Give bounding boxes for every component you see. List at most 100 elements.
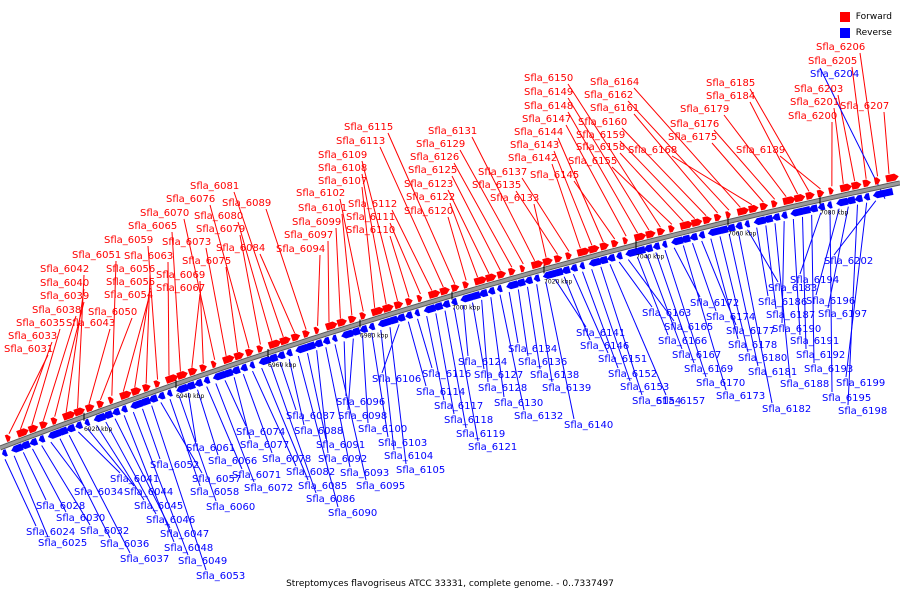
reverse-gene-arrow xyxy=(212,370,227,381)
reverse-gene-label: Sfla_6088 xyxy=(294,426,343,437)
reverse-gene-label: Sfla_6157 xyxy=(656,396,705,407)
reverse-gene-label: Sfla_6100 xyxy=(358,424,407,435)
forward-gene-label: Sfla_6168 xyxy=(628,145,677,156)
forward-gene-arrow xyxy=(427,289,441,299)
forward-gene-arrow xyxy=(233,351,245,361)
reverse-gene-label: Sfla_6130 xyxy=(494,398,543,409)
gene-shape xyxy=(576,247,590,257)
reverse-gene-label: Sfla_6183 xyxy=(768,283,817,294)
gene-shape xyxy=(717,225,729,234)
reverse-gene-label: Sfla_6049 xyxy=(178,556,227,567)
gene-shape xyxy=(799,206,812,215)
reverse-gene-arrow xyxy=(423,304,437,314)
leader-line xyxy=(449,202,479,278)
forward-gene-label: Sfla_6143 xyxy=(510,140,559,151)
gene-shape xyxy=(249,361,256,369)
leader-line xyxy=(723,114,787,197)
gene-shape xyxy=(506,280,519,290)
gene-shape xyxy=(194,378,204,387)
gene-shape xyxy=(607,253,616,262)
forward-gene-arrow xyxy=(324,321,338,331)
gene-shape xyxy=(153,380,161,388)
gene-shape xyxy=(4,434,11,442)
gene-shape xyxy=(203,376,211,384)
gene-shape xyxy=(460,293,474,303)
reverse-gene-label: Sfla_6188 xyxy=(780,379,829,390)
reverse-gene-arrow xyxy=(387,315,399,325)
leader-line xyxy=(471,136,536,262)
gene-shape xyxy=(258,356,272,366)
reverse-gene-arrow xyxy=(762,214,774,223)
gene-shape xyxy=(478,289,489,298)
reverse-gene-arrow xyxy=(515,278,526,287)
reverse-gene-label: Sfla_6105 xyxy=(396,465,445,476)
forward-gene-arrow xyxy=(302,330,310,338)
reverse-gene-arrow xyxy=(487,286,496,295)
gene-shape xyxy=(11,443,24,453)
forward-gene-label: Sfla_6150 xyxy=(524,73,573,84)
leader-line xyxy=(32,448,67,513)
reverse-gene-label: Sfla_6028 xyxy=(36,501,85,512)
gene-shape xyxy=(542,269,557,280)
reverse-gene-label: Sfla_6046 xyxy=(146,515,195,526)
reverse-gene-label: Sfla_6061 xyxy=(186,443,235,454)
forward-gene-arrow xyxy=(84,404,95,413)
forward-gene-arrow xyxy=(313,326,320,335)
reverse-gene-arrow xyxy=(643,244,654,253)
gene-shape xyxy=(130,399,144,410)
forward-gene-label: Sfla_6112 xyxy=(348,199,397,210)
gene-shape xyxy=(625,247,639,257)
reverse-gene-arrow xyxy=(634,245,647,255)
gene-shape xyxy=(119,390,132,400)
gene-shape xyxy=(473,276,488,286)
forward-gene-arrow xyxy=(519,264,526,273)
gene-shape xyxy=(50,417,58,425)
forward-swatch xyxy=(839,12,850,22)
gene-shape xyxy=(393,301,404,310)
leader-line xyxy=(573,180,616,240)
gene-shape xyxy=(322,336,331,345)
reverse-gene-arrow xyxy=(478,289,489,298)
reverse-gene-label: Sfla_6044 xyxy=(124,487,173,498)
tick-label: 7040 kbp xyxy=(636,254,664,261)
reverse-gene-arrow xyxy=(304,341,317,351)
gene-shape xyxy=(442,299,451,308)
forward-gene-label: Sfla_6111 xyxy=(346,212,395,223)
reverse-gene-label: Sfla_6041 xyxy=(110,474,159,485)
gene-shape xyxy=(634,245,647,255)
leader-line xyxy=(749,88,810,192)
leader-line xyxy=(343,341,347,397)
leader-line xyxy=(515,190,558,255)
gene-shape xyxy=(702,216,712,225)
gene-shape xyxy=(304,341,317,351)
forward-gene-label: Sfla_6144 xyxy=(514,127,563,138)
leader-line xyxy=(197,389,219,456)
leader-line xyxy=(536,284,553,383)
leader-line xyxy=(692,242,717,312)
reverse-gene-label: Sfla_6091 xyxy=(316,440,365,451)
reverse-gene-arrow xyxy=(588,257,602,267)
forward-gene-label: Sfla_6110 xyxy=(346,225,395,236)
gene-shape xyxy=(597,255,609,265)
reverse-gene-label: Sfla_6090 xyxy=(328,508,377,519)
forward-gene-arrow xyxy=(450,284,460,293)
reverse-gene-label: Sfla_6098 xyxy=(338,411,387,422)
reverse-gene-arrow xyxy=(93,412,107,423)
forward-gene-arrow xyxy=(565,252,572,260)
gene-shape xyxy=(497,284,503,293)
gene-shape xyxy=(199,364,207,373)
gene-shape xyxy=(93,412,107,423)
gene-shape xyxy=(231,366,241,375)
leader-line xyxy=(261,367,309,481)
reverse-gene-label: Sfla_6196 xyxy=(806,296,855,307)
forward-gene-arrow xyxy=(439,287,450,296)
reverse-gene-label: Sfla_6086 xyxy=(306,494,355,505)
leader-line xyxy=(389,235,410,298)
forward-gene-arrow xyxy=(130,387,142,396)
gene-shape xyxy=(313,339,324,348)
gene-shape xyxy=(57,426,69,436)
leader-line xyxy=(4,459,37,527)
reverse-gene-label: Sfla_6078 xyxy=(262,454,311,465)
reverse-gene-label: Sfla_6127 xyxy=(474,370,523,381)
reverse-gene-label: Sfla_6077 xyxy=(240,440,289,451)
